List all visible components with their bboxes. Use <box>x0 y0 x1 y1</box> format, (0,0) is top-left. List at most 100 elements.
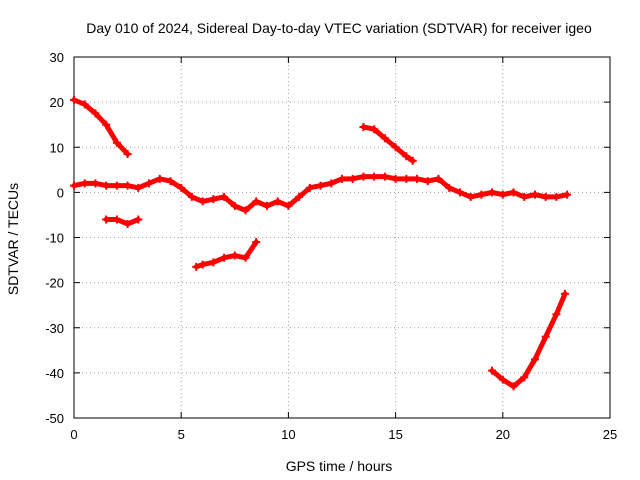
x-tick-label: 0 <box>70 427 77 442</box>
x-tick-label: 10 <box>281 427 295 442</box>
data-point <box>327 179 336 188</box>
y-tick-label: 20 <box>50 95 64 110</box>
series-layer <box>70 95 572 391</box>
data-point <box>102 181 111 190</box>
data-point <box>359 122 368 131</box>
series-line <box>489 291 568 389</box>
data-point <box>477 190 486 199</box>
data-point <box>488 366 497 375</box>
data-point <box>209 258 218 267</box>
y-tick-label: 30 <box>50 50 64 65</box>
y-tick-label: -10 <box>45 231 64 246</box>
data-point <box>220 253 229 262</box>
data-point <box>262 201 271 210</box>
data-point <box>102 120 111 129</box>
data-point <box>123 150 132 159</box>
data-point <box>91 179 100 188</box>
series-line <box>71 97 131 157</box>
data-point <box>134 183 143 192</box>
data-point <box>241 206 250 215</box>
data-point <box>123 181 132 190</box>
data-point <box>305 183 314 192</box>
data-point <box>391 143 400 152</box>
data-point <box>370 125 379 134</box>
data-point <box>80 100 89 109</box>
chart-title: Day 010 of 2024, Sidereal Day-to-day VTE… <box>86 20 592 36</box>
x-tick-label: 25 <box>603 427 617 442</box>
data-point <box>498 190 507 199</box>
data-point <box>530 355 539 364</box>
data-point <box>466 192 475 201</box>
x-tick-label: 20 <box>496 427 510 442</box>
y-axis-label: SDTVAR / TECUs <box>5 183 21 295</box>
data-point <box>380 172 389 181</box>
y-tick-label: 10 <box>50 140 64 155</box>
series-track-3 <box>102 215 143 228</box>
data-point <box>134 215 143 224</box>
y-tick-label: -30 <box>45 321 64 336</box>
data-point <box>187 192 196 201</box>
data-point <box>413 174 422 183</box>
data-point <box>316 181 325 190</box>
series-track-5 <box>359 122 417 165</box>
data-point <box>80 179 89 188</box>
data-point <box>552 310 561 319</box>
data-point <box>177 183 186 192</box>
data-point <box>530 190 539 199</box>
data-point <box>338 174 346 183</box>
data-point <box>70 181 78 190</box>
series-track-6 <box>488 289 569 391</box>
data-point <box>209 195 218 204</box>
data-point <box>155 174 164 183</box>
data-point <box>284 201 293 210</box>
x-tick-label: 15 <box>388 427 402 442</box>
data-point <box>112 181 121 190</box>
series-track-1 <box>70 172 572 215</box>
data-point <box>70 95 78 104</box>
data-point <box>541 332 550 341</box>
data-point <box>509 382 518 391</box>
data-point <box>423 177 432 186</box>
data-point <box>488 188 497 197</box>
series-line <box>103 216 141 227</box>
data-point <box>198 260 207 269</box>
data-point <box>434 174 443 183</box>
data-point <box>166 177 175 186</box>
data-point <box>273 197 282 206</box>
y-tick-label: -40 <box>45 366 64 381</box>
data-point <box>123 219 132 228</box>
data-point <box>391 174 400 183</box>
data-point <box>91 109 100 118</box>
data-point <box>295 192 304 201</box>
data-point <box>445 183 454 192</box>
data-point <box>520 373 529 382</box>
data-point <box>402 174 411 183</box>
y-tick-label: -50 <box>45 411 64 426</box>
data-point <box>408 156 417 165</box>
data-point <box>348 174 357 183</box>
y-tick-label: 0 <box>57 185 64 200</box>
data-point <box>380 134 389 143</box>
data-point <box>145 179 154 188</box>
axis-ticks: 0 5 10 15 20 25 -50 -40 -30 -20 -10 0 10 20 30 <box>45 50 617 442</box>
data-point <box>230 201 239 210</box>
y-tick-label: -20 <box>45 276 64 291</box>
data-point <box>220 192 229 201</box>
x-tick-label: 5 <box>178 427 185 442</box>
series-track-4 <box>192 238 261 271</box>
data-point <box>112 215 121 224</box>
data-point <box>192 262 201 271</box>
data-point <box>252 197 261 206</box>
data-point <box>520 192 529 201</box>
data-point <box>370 172 379 181</box>
data-point <box>560 289 569 298</box>
data-point <box>198 197 207 206</box>
data-point <box>509 188 518 197</box>
data-point <box>112 138 121 147</box>
data-point <box>552 192 561 201</box>
data-point <box>359 172 368 181</box>
data-point <box>402 152 411 161</box>
data-point <box>230 251 239 260</box>
series-line <box>193 239 259 270</box>
data-point <box>498 375 507 384</box>
